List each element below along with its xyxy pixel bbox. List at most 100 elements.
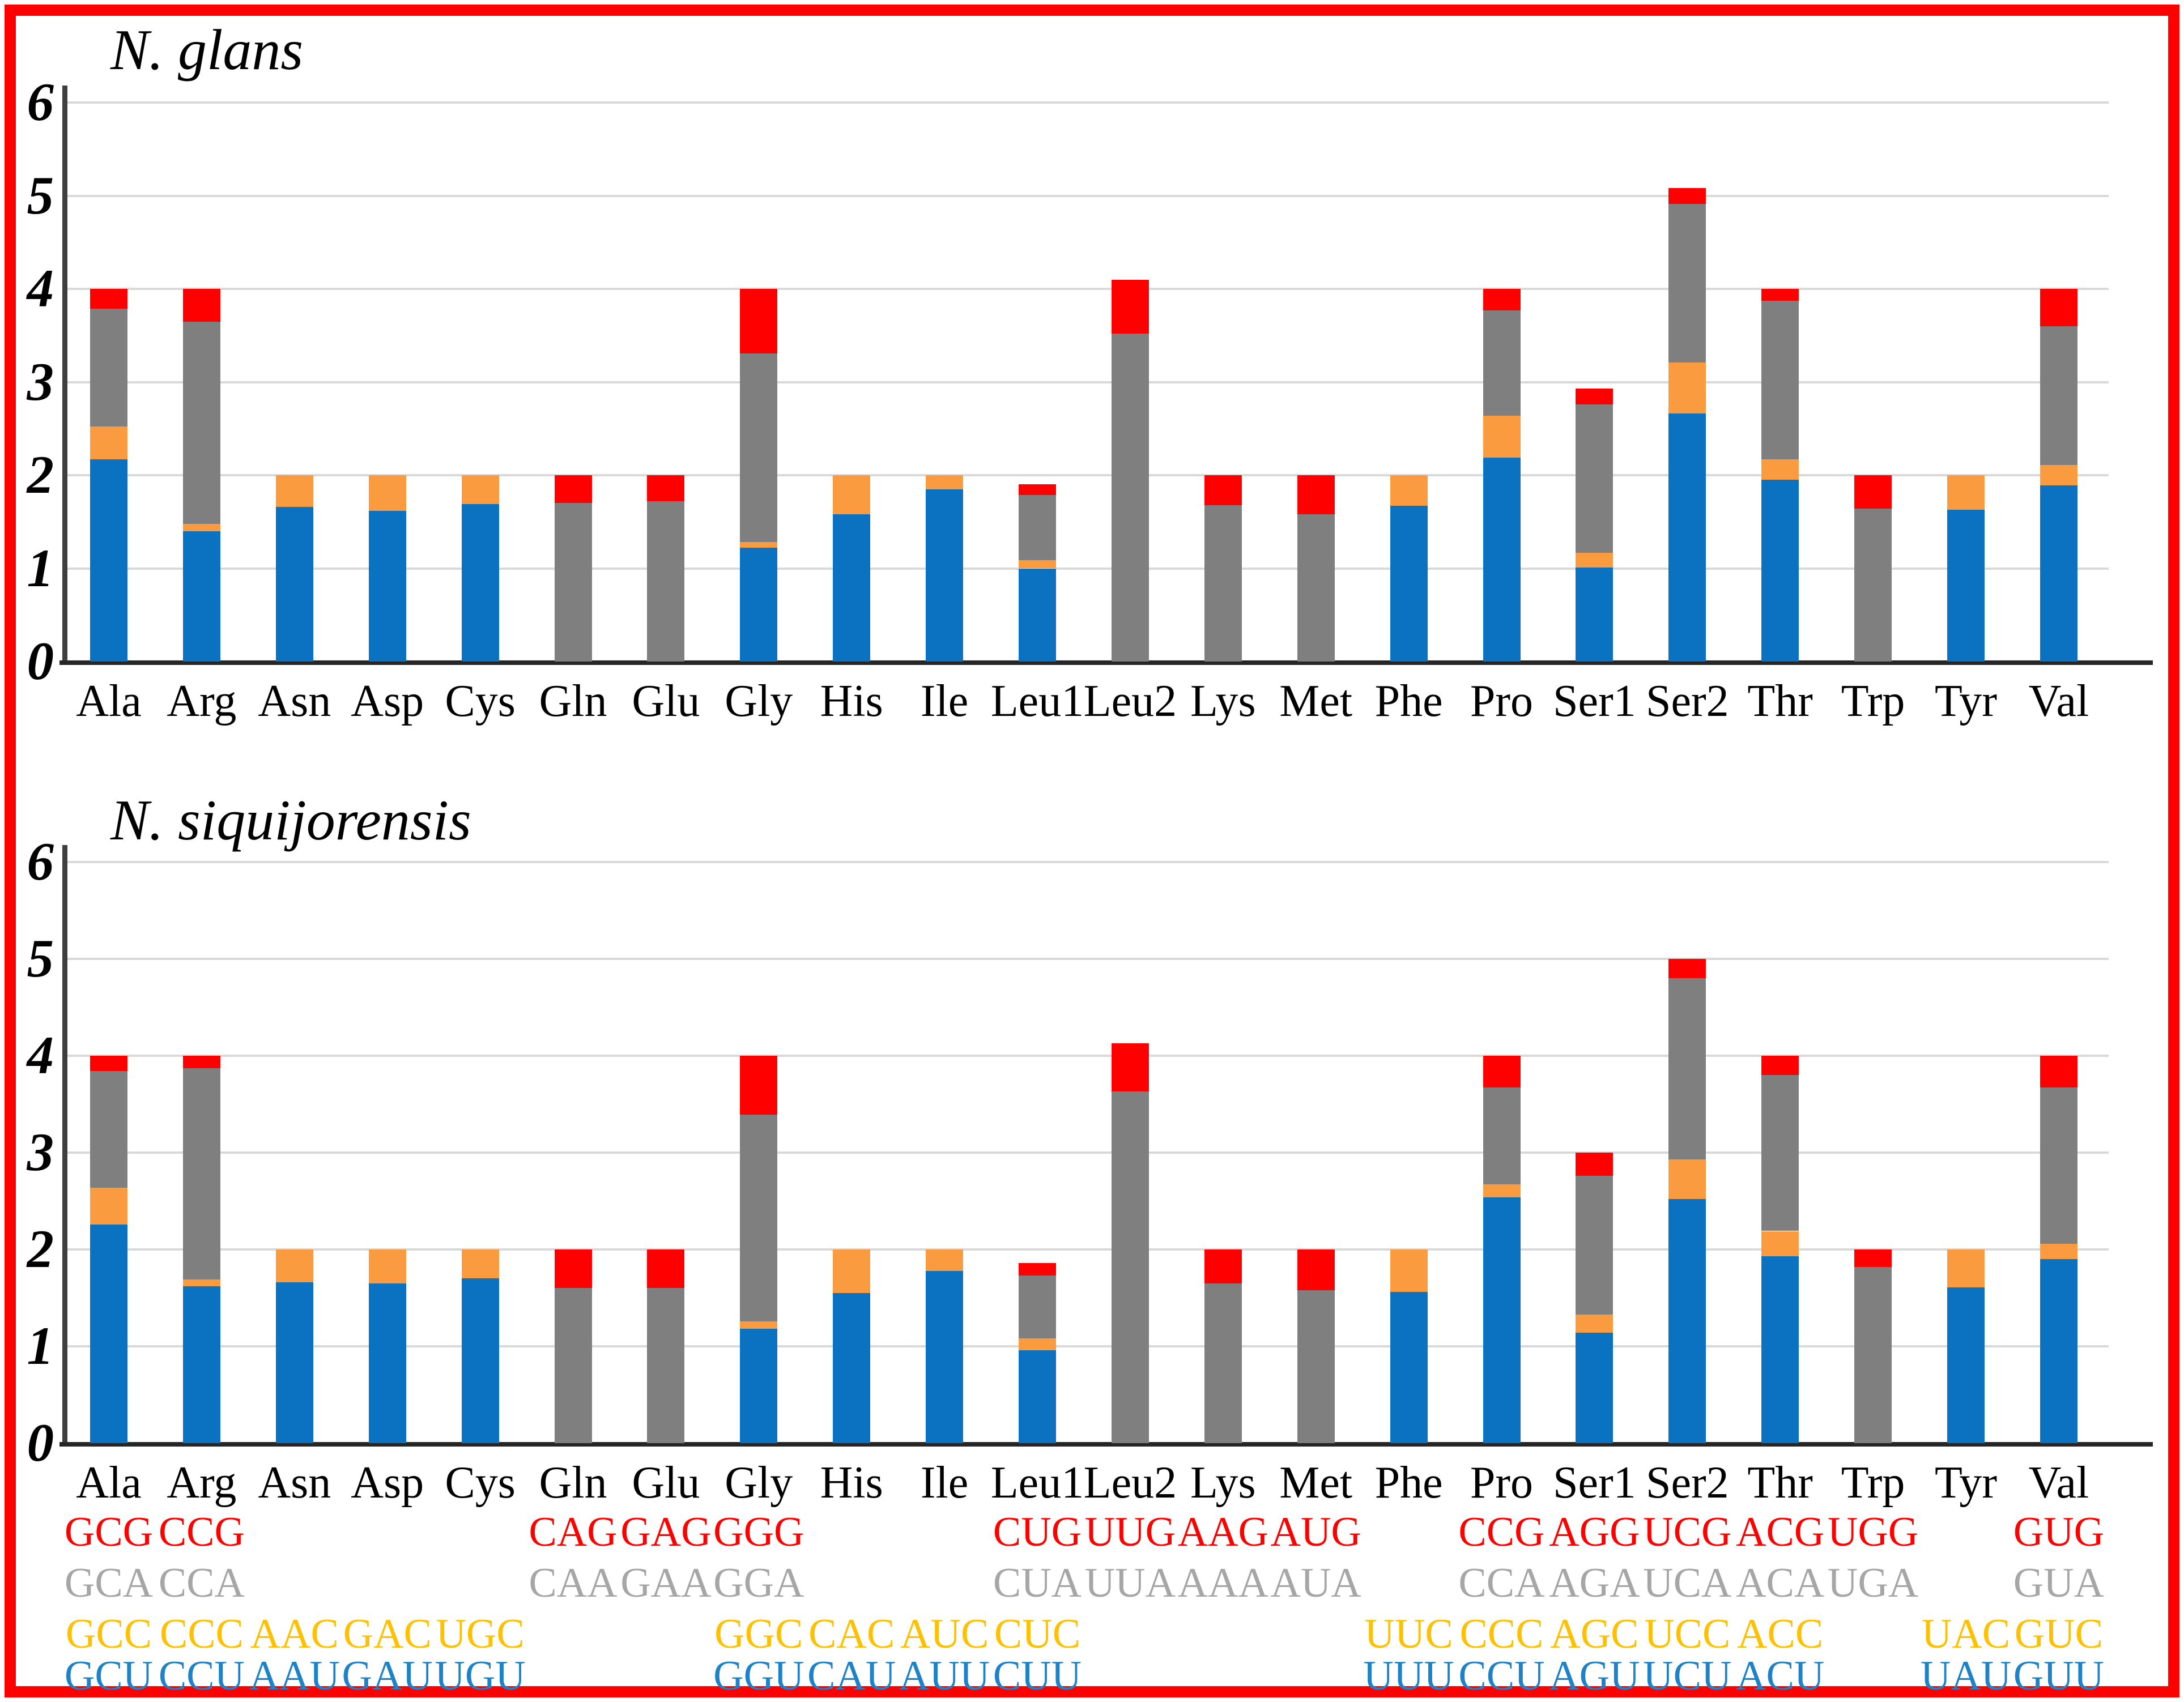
bar-leu2-red: [1111, 1043, 1149, 1092]
x-category-label: Asp: [351, 1458, 424, 1508]
bar-lys-red: [1204, 1249, 1242, 1283]
y-tick-label: 2: [27, 1219, 54, 1279]
x-category-label: Arg: [167, 676, 237, 726]
bar-ala-red: [90, 289, 127, 309]
bar-asn-orange: [275, 475, 313, 507]
codon-label-red: GGG: [713, 1509, 804, 1555]
bar-ala-blue: [90, 459, 127, 662]
codon-label-gray: UCA: [1643, 1560, 1732, 1606]
bar-ser2-orange: [1668, 1159, 1706, 1200]
bar-pro-blue: [1483, 457, 1521, 662]
bar-pro-red: [1483, 1056, 1521, 1088]
bar-gly-orange: [740, 542, 778, 548]
bar-met-gray: [1297, 514, 1335, 662]
codon-label-blue: UUU: [1363, 1653, 1454, 1699]
bar-ser2-red: [1668, 959, 1706, 979]
bar-tyr-orange: [1947, 1249, 1985, 1287]
y-tick-label: 3: [27, 1122, 54, 1182]
bar-ser1-gray: [1576, 1176, 1613, 1315]
gridline: [62, 381, 2109, 383]
x-category-label: Glu: [632, 676, 700, 726]
codon-label-gray: AGA: [1549, 1560, 1640, 1606]
gridline: [62, 958, 2109, 960]
bar-cys-orange: [461, 1249, 499, 1279]
x-category-label: Phe: [1374, 1458, 1443, 1508]
bar-lys-gray: [1204, 1283, 1242, 1443]
bar-gly-red: [740, 1056, 778, 1115]
x-category-label: Cys: [445, 676, 516, 726]
codon-label-red: UGG: [1827, 1509, 1919, 1555]
bar-val-blue: [2040, 1259, 2077, 1443]
bar-arg-orange: [182, 1279, 220, 1286]
bar-leu1-orange: [1019, 1338, 1056, 1350]
chart2-title: N. siquijorensis: [110, 788, 471, 852]
codon-label-red: CCG: [1458, 1509, 1545, 1555]
x-category-label: Asn: [258, 676, 331, 726]
codon-label-blue: AUU: [899, 1653, 990, 1699]
x-category-label: Lys: [1190, 676, 1256, 726]
y-tick-label: 5: [27, 928, 54, 988]
x-category-label: Met: [1279, 1458, 1353, 1508]
codon-label-red: ACG: [1736, 1509, 1825, 1555]
bar-arg-red: [182, 1056, 220, 1069]
x-axis-line: [59, 1442, 2153, 1447]
bar-leu2-gray: [1111, 1091, 1149, 1443]
bar-trp-red: [1854, 1249, 1892, 1267]
x-category-label: Lys: [1190, 1458, 1256, 1508]
y-tick-label: 6: [27, 72, 54, 132]
codon-label-yellow: GGC: [714, 1611, 803, 1657]
gridline: [62, 101, 2109, 104]
bar-ile-blue: [926, 489, 964, 662]
bar-ser1-gray: [1576, 404, 1613, 553]
codon-label-red: CAG: [529, 1509, 618, 1555]
codon-label-red: CUG: [993, 1509, 1082, 1555]
codon-label-gray: GGA: [713, 1560, 804, 1606]
codon-label-yellow: AGC: [1550, 1611, 1639, 1657]
bar-ser2-blue: [1668, 1199, 1706, 1443]
bar-ser2-orange: [1668, 362, 1706, 414]
codon-label-yellow: UGC: [436, 1611, 525, 1657]
codon-label-red: CCG: [158, 1509, 245, 1555]
bar-his-orange: [833, 475, 871, 515]
x-category-label: Gln: [539, 676, 607, 726]
bar-arg-red: [182, 289, 220, 322]
x-category-label: Val: [2028, 1458, 2089, 1508]
bar-ser1-red: [1576, 389, 1613, 404]
bar-leu2-gray: [1111, 333, 1149, 662]
bar-asp-orange: [368, 1249, 406, 1283]
x-category-label: Trp: [1841, 676, 1905, 726]
gridline: [62, 1151, 2109, 1154]
codon-label-yellow: CUC: [994, 1611, 1081, 1657]
bar-gln-red: [554, 1249, 592, 1289]
bar-gly-gray: [740, 353, 778, 543]
codon-label-gray: CUA: [993, 1560, 1082, 1606]
bar-val-gray: [2040, 326, 2077, 465]
bar-tyr-orange: [1947, 475, 1985, 510]
x-category-label: His: [820, 676, 883, 726]
gridline: [62, 474, 2109, 476]
bar-tyr-blue: [1947, 1287, 1985, 1443]
codon-label-red: UUG: [1084, 1509, 1176, 1555]
x-category-label: Ile: [920, 676, 969, 726]
bar-asp-blue: [368, 510, 406, 662]
bar-glu-red: [647, 475, 685, 502]
codon-label-gray: UUA: [1084, 1560, 1176, 1606]
bar-ser1-blue: [1576, 567, 1613, 662]
codon-label-yellow: CCC: [1459, 1611, 1544, 1657]
x-category-label: Ser2: [1645, 676, 1729, 726]
bar-his-orange: [833, 1249, 871, 1293]
x-category-label: Val: [2028, 676, 2089, 726]
x-category-label: Ser2: [1645, 1458, 1729, 1508]
x-category-label: Gly: [725, 676, 793, 726]
bar-gly-red: [740, 289, 778, 353]
codon-label-blue: GAU: [342, 1653, 433, 1699]
bar-ser1-red: [1576, 1153, 1613, 1176]
codon-label-blue: CUU: [993, 1653, 1082, 1699]
x-category-label: Arg: [167, 1458, 237, 1508]
x-category-label: Met: [1279, 676, 1353, 726]
gridline: [62, 1248, 2109, 1251]
codon-label-gray: AAA: [1177, 1560, 1268, 1606]
y-tick-label: 1: [27, 538, 54, 598]
bar-phe-blue: [1390, 1292, 1428, 1443]
x-category-label: Gln: [539, 1458, 607, 1508]
